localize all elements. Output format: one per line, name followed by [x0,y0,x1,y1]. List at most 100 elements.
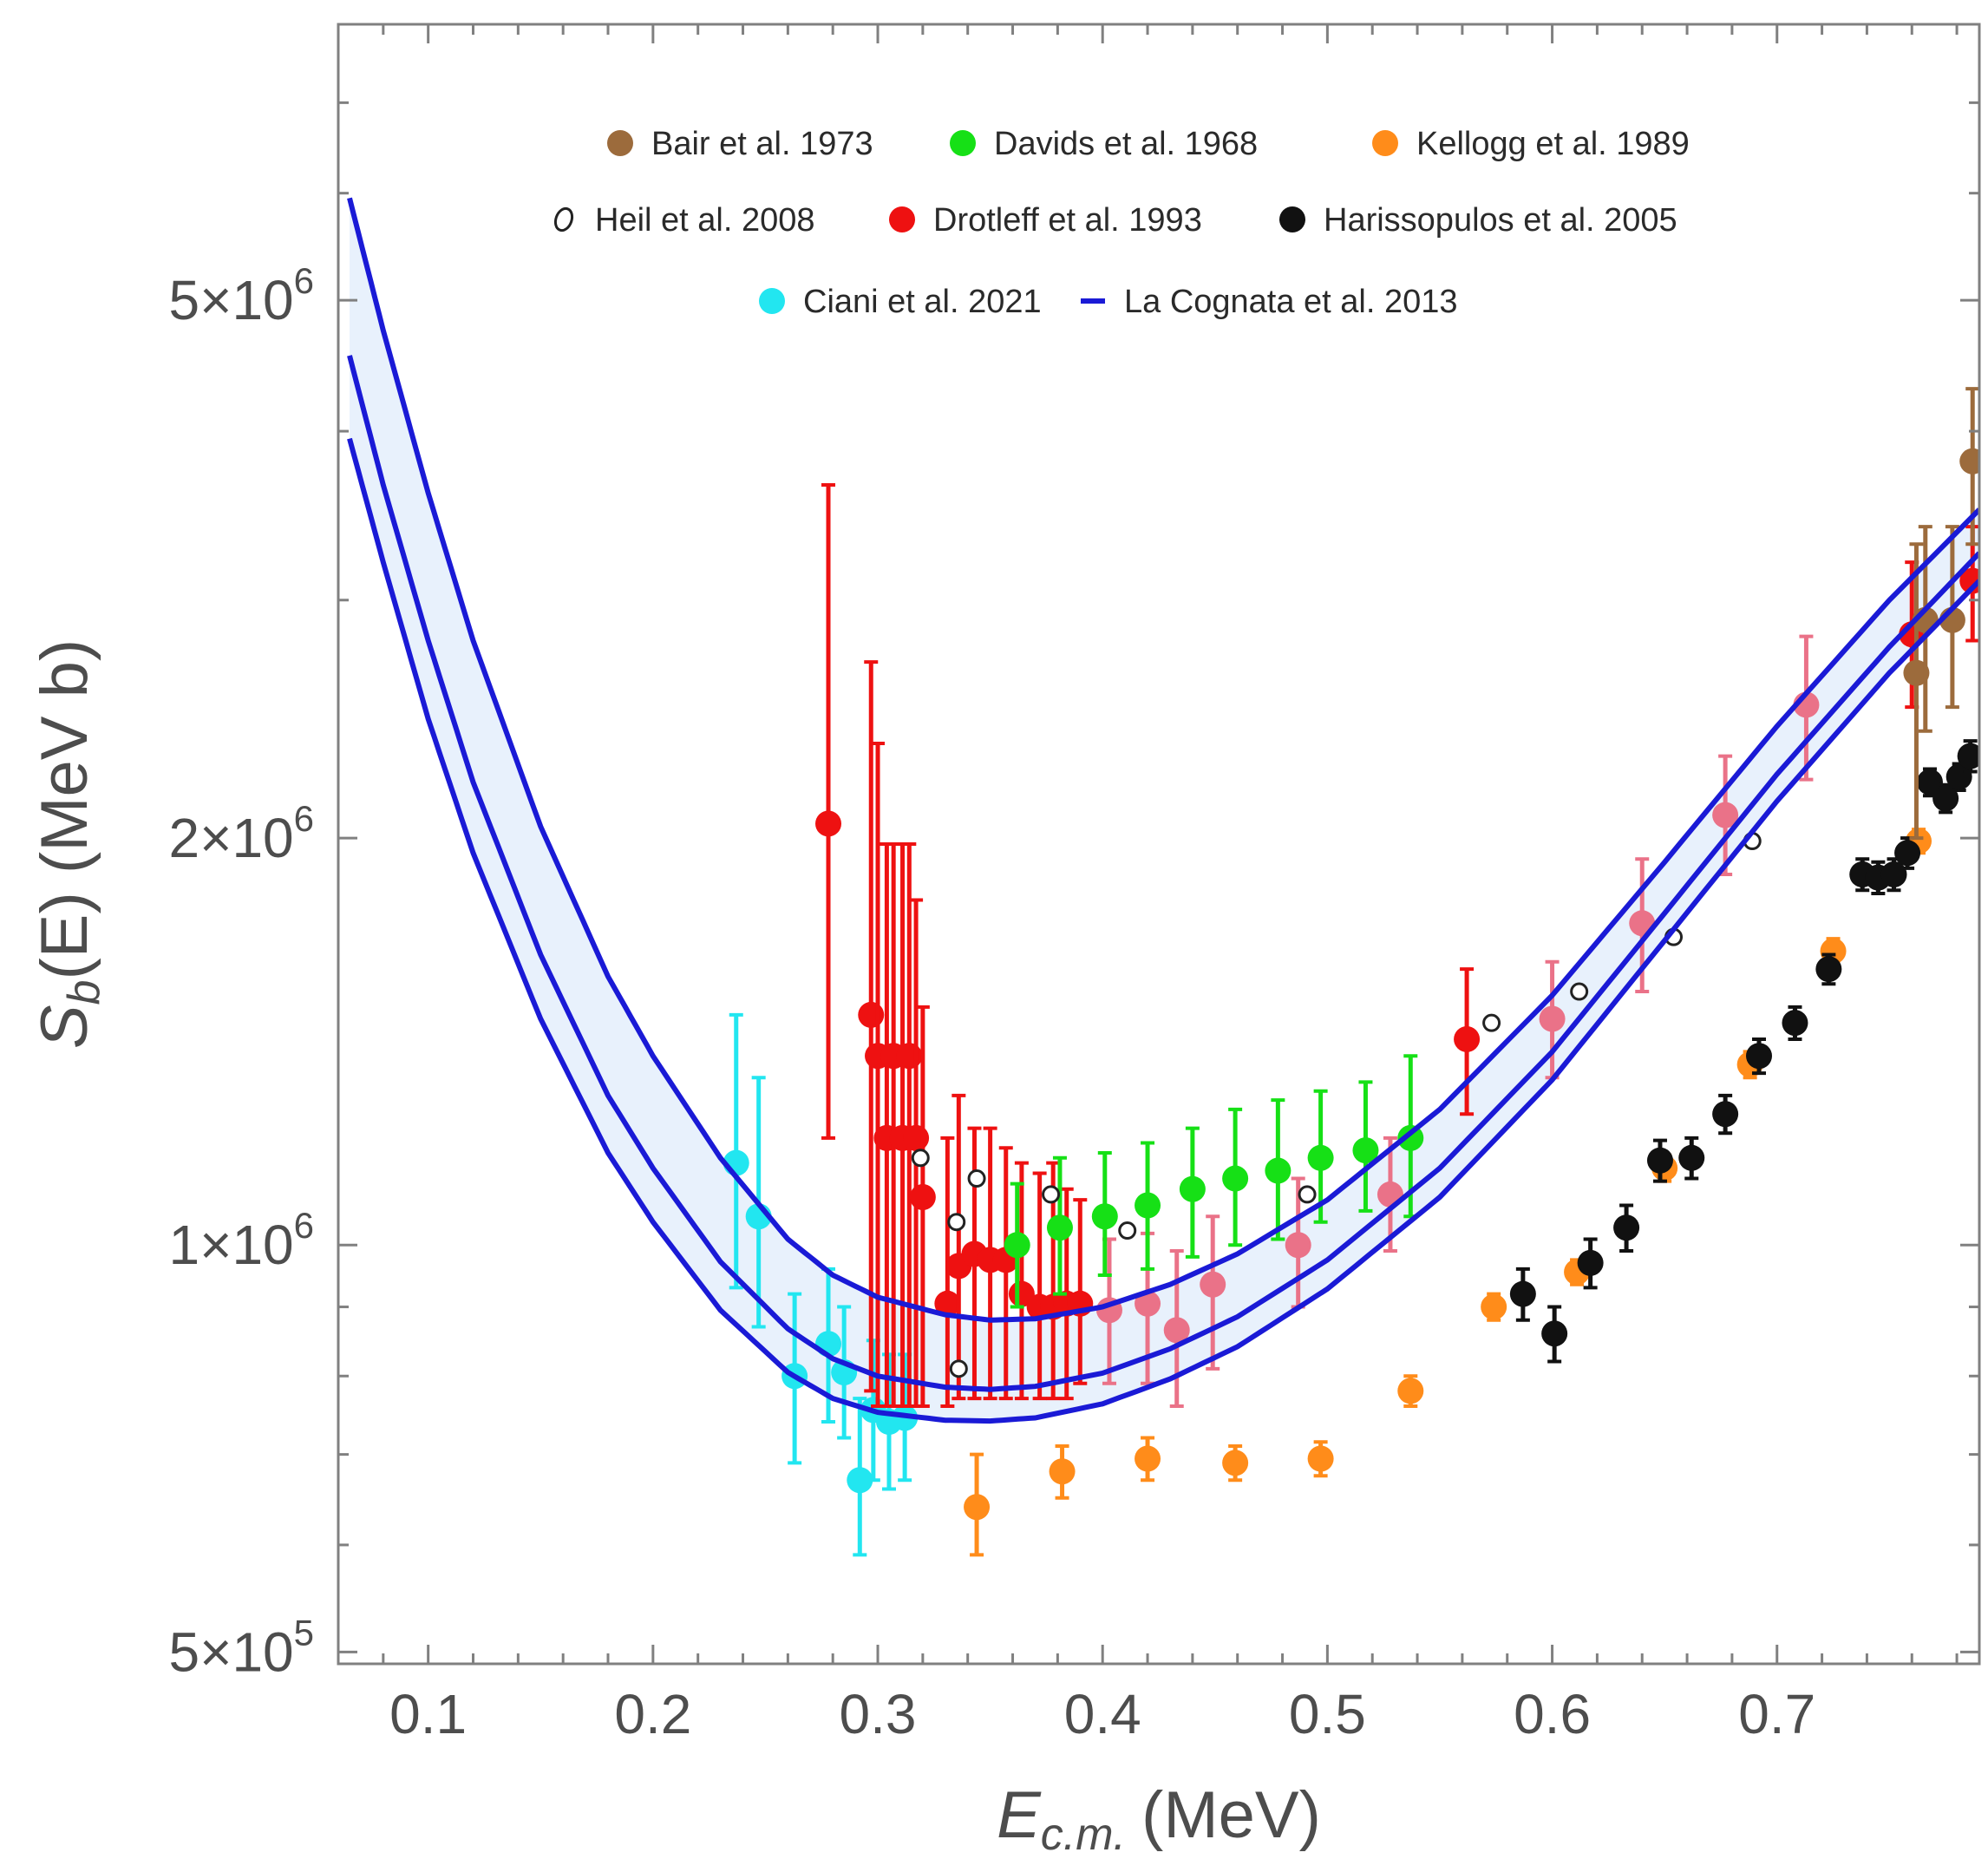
legend-item: Heil et al. 2008 [553,202,815,239]
axis-ticks [337,23,1979,1664]
y-tick-label: 5×106 [168,260,314,331]
x-axis-symbol: E [997,1778,1042,1852]
data-point [934,1290,961,1317]
series-davids-et-al-1968 [1004,1054,1424,1309]
data-point [964,1494,991,1521]
legend-label: Ciani et al. 2021 [803,284,1042,320]
x-tick-label: 0.4 [1064,1683,1141,1745]
data-point [1397,1124,1424,1151]
data-point [1541,1320,1568,1347]
data-point [1746,1043,1773,1070]
legend-label: Heil et al. 2008 [595,202,815,239]
data-point [1570,982,1589,1001]
data-point [1916,769,1943,795]
y-tick-label: 2×106 [168,798,314,869]
data-point [1265,1157,1292,1184]
data-point [1004,1232,1030,1259]
data-point [1307,1144,1334,1171]
legend-item: Ciani et al. 2021 [759,284,1042,320]
x-axis-subscript: c.m. [1041,1810,1126,1859]
data-point [815,810,842,837]
legend-item: La Cognata et al. 2013 [1081,284,1458,320]
x-axis-title: Ec.m. (MeV) [997,1778,1321,1859]
y-tick-exponent: 6 [294,798,314,839]
data-point [1307,1445,1334,1472]
data-point [1200,1271,1226,1298]
legend-label: La Cognata et al. 2013 [1124,284,1458,320]
data-point [967,1169,986,1188]
x-tick-label: 0.5 [1289,1683,1366,1745]
theory-band-lines [347,197,1979,1424]
data-point [1932,785,1959,812]
legend-label: Harissopulos et al. 2005 [1324,202,1677,239]
data-point [903,1124,930,1151]
data-points [723,387,1979,1557]
y-tick-label: 5×105 [168,1612,314,1683]
data-point [1712,802,1739,828]
data-point [1482,1013,1501,1032]
legend-marker [607,130,633,156]
data-point [947,1213,966,1232]
data-point [1135,1290,1161,1317]
band-upper-line [347,197,1979,1323]
data-point [1454,1025,1481,1052]
data-point [1163,1317,1190,1344]
y-axis-symbol: S [28,1005,101,1049]
y-axis-subscript: b [59,980,109,1005]
data-point [1352,1137,1379,1164]
data-point [911,1149,930,1168]
data-point [1712,1101,1739,1128]
legend-item: Drotleff et al. 1993 [889,202,1202,239]
data-point [1049,1458,1076,1485]
data-point [1481,1293,1507,1320]
x-tick-label: 0.7 [1738,1683,1815,1745]
y-tick-label: 1×106 [168,1205,314,1276]
data-point [1046,1214,1073,1241]
legend-marker [553,206,574,232]
x-tick-label: 0.6 [1514,1683,1591,1745]
data-point [1135,1192,1161,1219]
x-tick-label: 0.1 [389,1683,467,1745]
data-point [1285,1232,1311,1259]
data-point [1042,1185,1061,1204]
data-point [1222,1165,1249,1192]
x-axis-unit: (MeV) [1141,1778,1321,1852]
y-tick-exponent: 5 [294,1612,314,1653]
y-tick-mantissa: 1×10 [168,1214,293,1276]
y-tick-mantissa: 5×10 [168,1620,293,1683]
band-mid-line [347,355,1979,1392]
data-point [1118,1221,1137,1240]
data-point [1959,448,1979,475]
data-point [1903,659,1930,686]
data-point [1957,743,1979,769]
band-lower-line [347,437,1979,1424]
legend-marker [759,288,785,314]
data-point [1577,1249,1604,1276]
legend-marker [889,206,915,232]
legend-item: Bair et al. 1973 [607,126,873,162]
y-tick-exponent: 6 [294,1205,314,1246]
data-point [1815,956,1842,983]
legend: Bair et al. 1973 Davids et al. 1968 Kellog… [553,126,1690,320]
data-point [1179,1175,1206,1202]
y-axis-title: Sb(E) (MeV b) [28,639,109,1049]
legend-marker [950,130,976,156]
data-point [1894,840,1921,867]
y-axis-unit: (E) (MeV b) [28,639,101,980]
data-point [1613,1214,1640,1241]
data-point [1397,1378,1424,1404]
data-point [1880,861,1907,888]
legend-label: Bair et al. 1973 [651,126,873,162]
legend-item: Harissopulos et al. 2005 [1279,202,1677,239]
y-tick-mantissa: 5×10 [168,269,293,331]
legend-label: Drotleff et al. 1993 [933,202,1202,239]
data-point [847,1467,873,1494]
legend-marker [1279,206,1305,232]
data-point [1646,1147,1673,1174]
data-point [1539,1005,1566,1032]
data-point [909,1184,936,1211]
legend-label: Davids et al. 1968 [994,126,1258,162]
series-heil-et-al-2008 [911,832,1762,1378]
data-point [1782,1010,1808,1037]
